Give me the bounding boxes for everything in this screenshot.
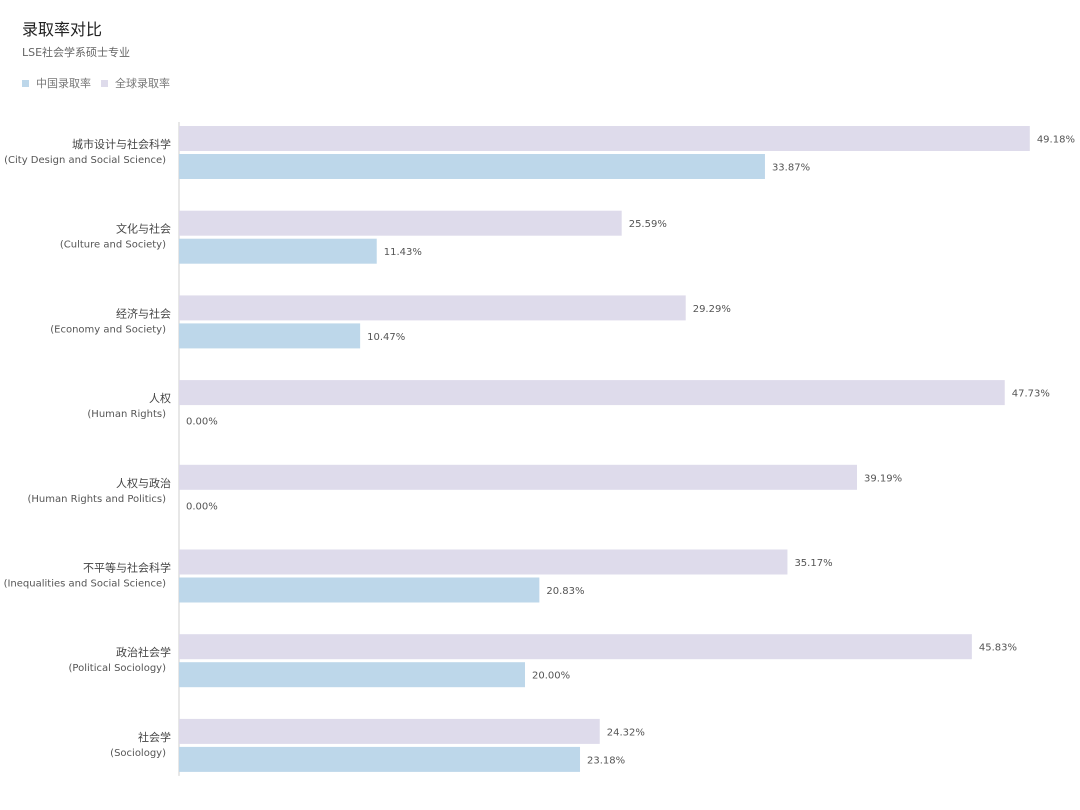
category-label-en: (City Design and Social Science): [4, 155, 166, 166]
bar-china: [179, 154, 765, 179]
data-label-global: 39.19%: [864, 473, 902, 484]
legend: 中国录取率 全球录取率: [22, 75, 180, 91]
category-label-en: (Culture and Society): [60, 240, 166, 251]
bar-china: [179, 577, 540, 603]
bar-global: [179, 210, 622, 236]
bar-china: [179, 746, 581, 772]
bar-global: [179, 549, 788, 575]
legend-item-china[interactable]: 中国录取率: [22, 75, 91, 91]
legend-label-china: 中国录取率: [36, 77, 91, 90]
bar-global: [179, 634, 972, 660]
data-label-global: 47.73%: [1012, 389, 1050, 400]
category-label-en: (Sociology): [110, 748, 166, 759]
data-label-china: 10.47%: [367, 332, 405, 343]
category-label-zh: 人权: [149, 392, 171, 405]
legend-swatch-china: [22, 79, 29, 87]
chart-subtitle: LSE社会学系硕士专业: [22, 46, 131, 59]
legend-swatch-global: [101, 79, 108, 87]
data-label-global: 29.29%: [693, 304, 731, 315]
bar-global: [179, 380, 1005, 406]
category-label-zh: 城市设计与社会科学: [72, 137, 171, 151]
data-label-global: 35.17%: [794, 558, 832, 569]
category-label-zh: 社会学: [138, 730, 171, 744]
bar-global: [179, 126, 1030, 151]
data-label-global: 24.32%: [607, 727, 645, 738]
data-label-china: 23.18%: [587, 755, 625, 766]
category-label-zh: 不平等与社会科学: [83, 561, 171, 575]
category-label-en: (Inequalities and Social Science): [4, 579, 167, 590]
category-label-en: (Economy and Society): [50, 324, 166, 335]
data-label-global: 49.18%: [1037, 135, 1075, 146]
data-label-china: 11.43%: [384, 247, 422, 258]
bar-global: [179, 464, 857, 490]
legend-label-global: 全球录取率: [115, 77, 170, 90]
bar-china: [179, 323, 361, 349]
data-label-china: 0.00%: [186, 501, 218, 512]
legend-item-global[interactable]: 全球录取率: [101, 75, 170, 91]
chart-title: 录取率对比: [22, 20, 103, 39]
category-label-zh: 文化与社会: [116, 222, 171, 236]
category-label-en: (Human Rights and Politics): [27, 494, 166, 505]
data-label-global: 45.83%: [979, 643, 1017, 654]
bar-china: [179, 238, 377, 264]
data-label-china: 33.87%: [772, 163, 810, 174]
category-label-zh: 人权与政治: [116, 476, 171, 490]
bar-global: [179, 718, 600, 744]
data-label-china: 20.83%: [546, 586, 584, 597]
data-label-china: 20.00%: [532, 671, 570, 682]
category-label-en: (Political Sociology): [69, 663, 167, 674]
category-label-zh: 经济与社会: [116, 306, 171, 320]
category-label-en: (Human Rights): [87, 409, 166, 420]
bar-china: [179, 662, 525, 688]
data-label-global: 25.59%: [629, 219, 667, 230]
category-label-zh: 政治社会学: [116, 645, 171, 659]
bar-global: [179, 295, 686, 321]
data-label-china: 0.00%: [186, 417, 218, 428]
